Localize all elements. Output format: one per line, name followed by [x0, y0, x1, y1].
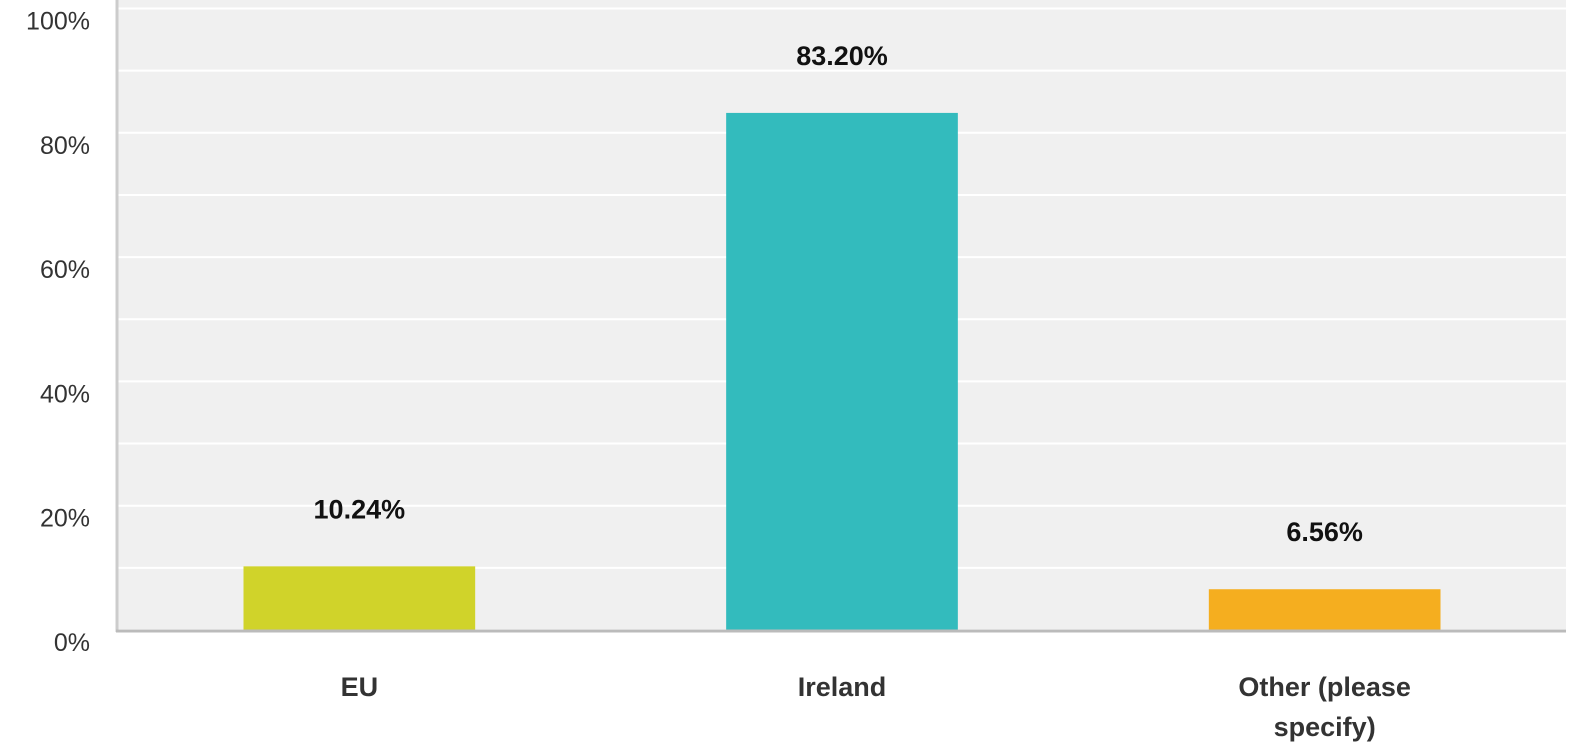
- y-tick-label: 40%: [40, 380, 90, 408]
- x-tick-label: EU: [341, 672, 379, 702]
- bar: [1208, 589, 1441, 630]
- value-label: 10.24%: [314, 494, 406, 524]
- y-tick-label: 100%: [26, 8, 90, 36]
- value-label: 6.56%: [1286, 517, 1363, 547]
- y-tick-label: 20%: [40, 505, 90, 533]
- bar: [726, 112, 958, 631]
- value-label: 83.20%: [796, 41, 888, 71]
- y-tick-label: 60%: [40, 256, 90, 284]
- x-tick-label: Other (please specify): [1238, 672, 1411, 742]
- x-tick-label: Ireland: [798, 672, 887, 702]
- y-tick-label: 80%: [40, 132, 90, 160]
- bar: [243, 566, 476, 630]
- y-tick-label: 0%: [54, 629, 90, 657]
